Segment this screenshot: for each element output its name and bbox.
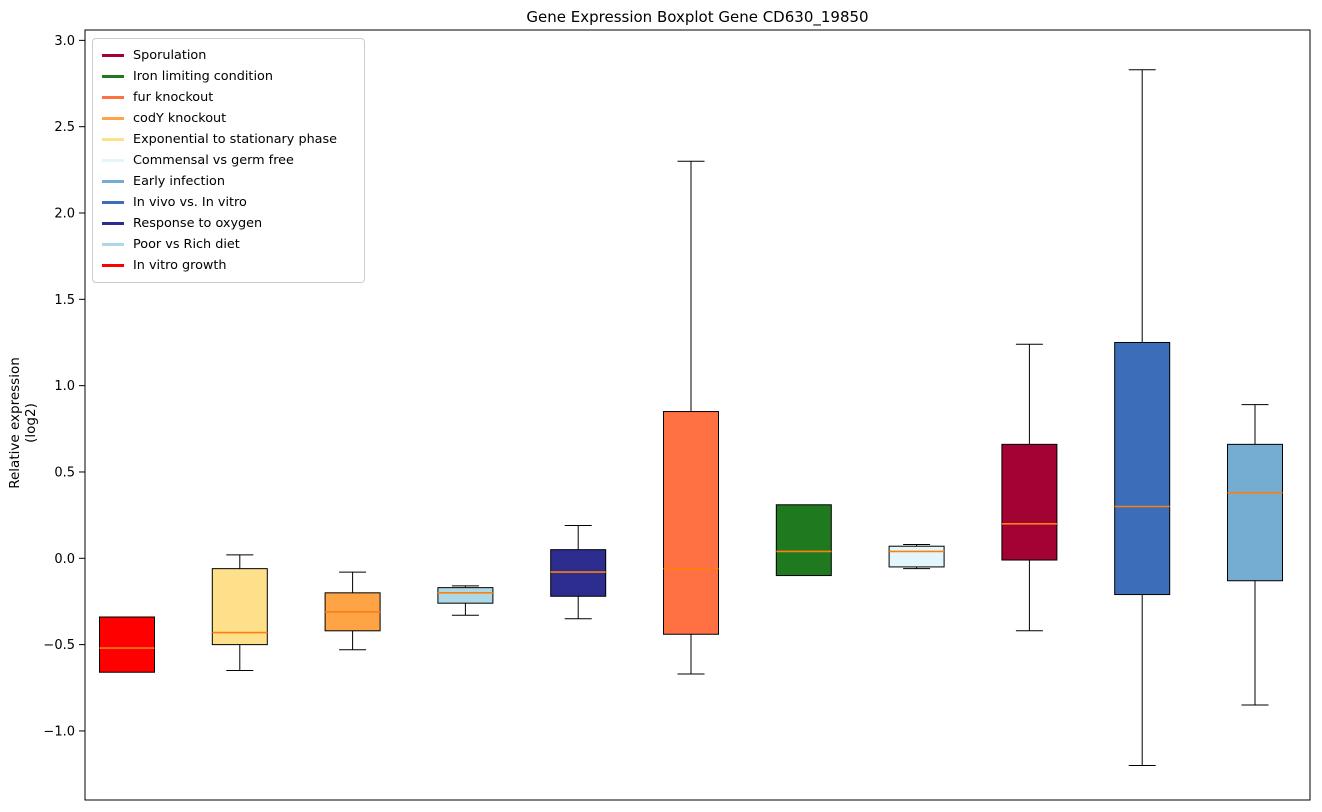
legend-entry: Exponential to stationary phase bbox=[102, 129, 354, 150]
legend-label: Poor vs Rich diet bbox=[133, 237, 240, 252]
legend-swatch-icon bbox=[102, 222, 124, 225]
legend-label: Iron limiting condition bbox=[133, 69, 273, 84]
legend-label: Early infection bbox=[133, 174, 225, 189]
legend-swatch-icon bbox=[102, 138, 124, 141]
legend-entry: Early infection bbox=[102, 171, 354, 192]
y-tick-label: −0.5 bbox=[43, 638, 75, 653]
legend-label: Sporulation bbox=[133, 48, 207, 63]
legend-label: codY knockout bbox=[133, 111, 227, 126]
box bbox=[1001, 443, 1058, 561]
legend-swatch-icon bbox=[102, 117, 124, 120]
y-tick-label: 0.5 bbox=[54, 465, 75, 480]
legend: Sporulation Iron limiting condition fur kn… bbox=[92, 38, 365, 283]
legend-swatch-icon bbox=[102, 96, 124, 99]
legend-swatch-icon bbox=[102, 243, 124, 246]
y-tick-label: 3.0 bbox=[54, 34, 75, 49]
legend-entry: codY knockout bbox=[102, 108, 354, 129]
legend-entry: In vivo vs. In vitro bbox=[102, 192, 354, 213]
box bbox=[550, 549, 607, 597]
legend-entry: Iron limiting condition bbox=[102, 66, 354, 87]
box-group bbox=[663, 160, 719, 675]
legend-label: In vivo vs. In vitro bbox=[133, 195, 247, 210]
legend-entry: Commensal vs germ free bbox=[102, 150, 354, 171]
legend-swatch-icon bbox=[102, 75, 124, 78]
box-group bbox=[437, 585, 494, 616]
legend-label: Exponential to stationary phase bbox=[133, 132, 338, 147]
box-group bbox=[550, 524, 607, 620]
y-tick-label: 2.0 bbox=[54, 207, 75, 222]
legend-swatch-icon bbox=[102, 264, 124, 267]
legend-label: Commensal vs germ free bbox=[133, 153, 294, 168]
box-group bbox=[211, 554, 268, 672]
legend-entry: Response to oxygen bbox=[102, 213, 354, 234]
legend-label: In vitro growth bbox=[133, 258, 227, 273]
y-tick-label: −1.0 bbox=[43, 724, 75, 739]
box bbox=[663, 411, 719, 635]
chart-title: Gene Expression Boxplot Gene CD630_19850 bbox=[526, 8, 869, 26]
legend-label: fur knockout bbox=[133, 90, 214, 105]
box-group bbox=[1001, 343, 1058, 632]
legend-entry: fur knockout bbox=[102, 87, 354, 108]
box-group bbox=[324, 571, 381, 651]
box bbox=[775, 504, 832, 577]
y-tick-label: 0.0 bbox=[54, 552, 75, 567]
box bbox=[1114, 341, 1171, 596]
legend-entry: In vitro growth bbox=[102, 255, 354, 276]
plot-frame bbox=[84, 29, 1311, 801]
y-tick-label: 1.5 bbox=[54, 293, 75, 308]
legend-swatch-icon bbox=[102, 180, 124, 183]
box bbox=[99, 616, 155, 673]
y-tick-label: 2.5 bbox=[54, 120, 75, 135]
legend-swatch-icon bbox=[102, 201, 124, 204]
box bbox=[1227, 443, 1283, 582]
box-group bbox=[1114, 69, 1171, 766]
y-tick-label: 1.0 bbox=[54, 379, 75, 394]
legend-label: Response to oxygen bbox=[133, 216, 263, 231]
legend-swatch-icon bbox=[102, 159, 124, 162]
legend-entry: Sporulation bbox=[102, 45, 354, 66]
box-group bbox=[99, 616, 155, 673]
legend-entry: Poor vs Rich diet bbox=[102, 234, 354, 255]
box bbox=[888, 545, 945, 568]
box-group bbox=[1227, 404, 1283, 706]
box-group bbox=[888, 543, 945, 570]
box-group bbox=[775, 504, 832, 577]
box bbox=[437, 587, 494, 604]
legend-swatch-icon bbox=[102, 54, 124, 57]
